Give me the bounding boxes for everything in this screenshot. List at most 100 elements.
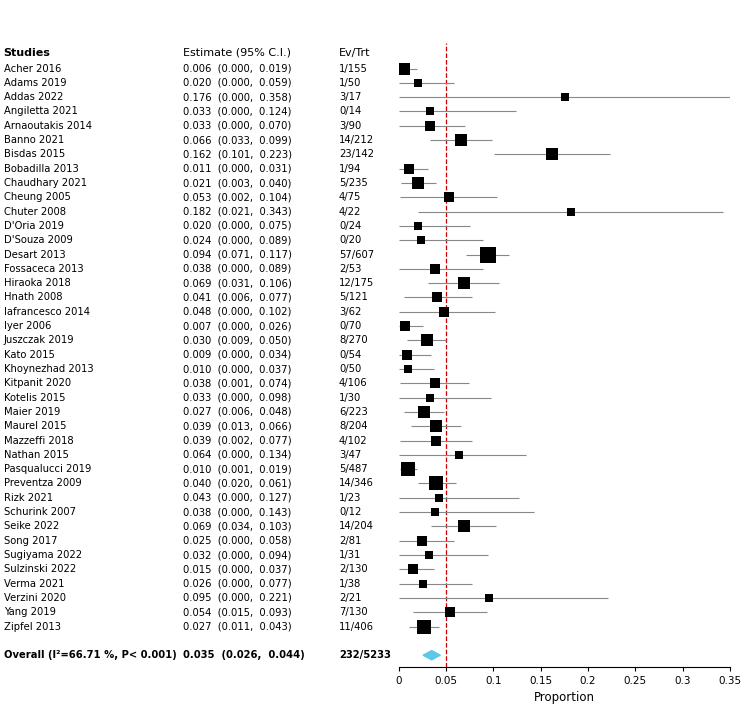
Point: [413, 178, 425, 189]
Point: [430, 421, 442, 432]
Text: Yang 2019: Yang 2019: [4, 607, 56, 617]
Text: 0/70: 0/70: [339, 321, 361, 331]
Point: [565, 206, 577, 217]
Text: 0.064  (0.000,  0.134): 0.064 (0.000, 0.134): [183, 450, 291, 460]
Point: [399, 63, 410, 74]
Text: Iafrancesco 2014: Iafrancesco 2014: [4, 307, 89, 317]
Text: 0.040  (0.020,  0.061): 0.040 (0.020, 0.061): [183, 478, 291, 488]
Text: 3/62: 3/62: [339, 307, 361, 317]
Text: Hiraoka 2018: Hiraoka 2018: [4, 278, 71, 288]
Point: [431, 478, 443, 489]
Text: Adams 2019: Adams 2019: [4, 78, 66, 88]
Text: 0.039  (0.002,  0.077): 0.039 (0.002, 0.077): [183, 436, 291, 446]
Text: Bobadilla 2013: Bobadilla 2013: [4, 164, 78, 174]
Text: 0.015  (0.000,  0.037): 0.015 (0.000, 0.037): [183, 565, 291, 575]
Text: 0.027  (0.011,  0.043): 0.027 (0.011, 0.043): [183, 622, 291, 632]
Point: [546, 149, 558, 160]
Text: 1/38: 1/38: [339, 579, 361, 589]
Text: 4/22: 4/22: [339, 207, 361, 217]
Text: 14/346: 14/346: [339, 478, 374, 488]
Text: 0.054  (0.015,  0.093): 0.054 (0.015, 0.093): [183, 607, 291, 617]
Point: [430, 435, 442, 446]
Text: 0.066  (0.033,  0.099): 0.066 (0.033, 0.099): [183, 135, 291, 145]
Text: 8/204: 8/204: [339, 421, 367, 431]
Point: [428, 263, 440, 275]
Point: [407, 564, 419, 575]
Text: 4/106: 4/106: [339, 379, 367, 389]
Text: Maier 2019: Maier 2019: [4, 407, 60, 417]
Text: Ev/Trt: Ev/Trt: [339, 48, 370, 58]
Text: 0.053  (0.002,  0.104): 0.053 (0.002, 0.104): [183, 193, 291, 202]
Text: 0.182  (0.021,  0.343): 0.182 (0.021, 0.343): [183, 207, 291, 217]
Text: 0.027  (0.006,  0.048): 0.027 (0.006, 0.048): [183, 407, 291, 417]
Point: [402, 364, 414, 375]
Text: Sugiyama 2022: Sugiyama 2022: [4, 550, 82, 560]
Text: 1/23: 1/23: [339, 493, 361, 503]
Text: 0.048  (0.000,  0.102): 0.048 (0.000, 0.102): [183, 307, 291, 317]
Text: Kato 2015: Kato 2015: [4, 349, 54, 360]
Text: 0.011  (0.000,  0.031): 0.011 (0.000, 0.031): [183, 164, 291, 174]
Text: Angiletta 2021: Angiletta 2021: [4, 106, 77, 116]
Text: Addas 2022: Addas 2022: [4, 92, 63, 102]
Point: [424, 392, 436, 404]
Text: Khoynezhad 2013: Khoynezhad 2013: [4, 364, 93, 374]
Text: 0.030  (0.009,  0.050): 0.030 (0.009, 0.050): [183, 335, 291, 345]
Text: 0.038  (0.000,  0.089): 0.038 (0.000, 0.089): [183, 264, 291, 274]
Point: [399, 320, 411, 332]
Text: Bisdas 2015: Bisdas 2015: [4, 150, 65, 160]
Text: 0.035  (0.026,  0.044): 0.035 (0.026, 0.044): [183, 650, 304, 660]
Point: [458, 277, 470, 289]
Point: [483, 593, 495, 604]
Polygon shape: [423, 651, 440, 660]
Text: D'Souza 2009: D'Souza 2009: [4, 235, 72, 245]
Text: 5/121: 5/121: [339, 292, 368, 302]
Text: Verzini 2020: Verzini 2020: [4, 593, 66, 603]
Text: 1/94: 1/94: [339, 164, 361, 174]
Text: 0.094  (0.071,  0.117): 0.094 (0.071, 0.117): [183, 250, 291, 260]
Text: Nathan 2015: Nathan 2015: [4, 450, 69, 460]
Text: 0.038  (0.001,  0.074): 0.038 (0.001, 0.074): [183, 379, 291, 389]
Text: 0/50: 0/50: [339, 364, 361, 374]
Text: Arnaoutakis 2014: Arnaoutakis 2014: [4, 120, 92, 130]
Text: Kitpanit 2020: Kitpanit 2020: [4, 379, 71, 389]
Text: 0.033  (0.000,  0.070): 0.033 (0.000, 0.070): [183, 120, 291, 130]
Text: 0.020  (0.000,  0.059): 0.020 (0.000, 0.059): [183, 78, 291, 88]
Point: [418, 406, 430, 418]
Text: 14/204: 14/204: [339, 521, 374, 531]
Text: 5/235: 5/235: [339, 178, 368, 188]
Text: 2/21: 2/21: [339, 593, 361, 603]
Point: [418, 621, 430, 632]
Point: [458, 520, 470, 532]
Text: 0.162  (0.101,  0.223): 0.162 (0.101, 0.223): [183, 150, 291, 160]
Text: Chaudhary 2021: Chaudhary 2021: [4, 178, 87, 188]
Point: [434, 492, 446, 503]
Point: [438, 306, 450, 317]
Text: Fossaceca 2013: Fossaceca 2013: [4, 264, 83, 274]
Text: 23/142: 23/142: [339, 150, 374, 160]
Text: 57/607: 57/607: [339, 250, 374, 260]
Text: 0.043  (0.000,  0.127): 0.043 (0.000, 0.127): [183, 493, 291, 503]
Text: 2/81: 2/81: [339, 535, 361, 545]
Text: 4/75: 4/75: [339, 193, 361, 202]
Text: Maurel 2015: Maurel 2015: [4, 421, 66, 431]
Text: 0.069  (0.031,  0.106): 0.069 (0.031, 0.106): [183, 278, 291, 288]
Point: [453, 449, 465, 461]
Text: 0.095  (0.000,  0.221): 0.095 (0.000, 0.221): [183, 593, 291, 603]
Text: 0.038  (0.000,  0.143): 0.038 (0.000, 0.143): [183, 507, 291, 517]
Text: Seike 2022: Seike 2022: [4, 521, 59, 531]
Text: 14/212: 14/212: [339, 135, 374, 145]
Text: Pasqualucci 2019: Pasqualucci 2019: [4, 464, 91, 474]
Text: Schurink 2007: Schurink 2007: [4, 507, 76, 517]
Text: 4/102: 4/102: [339, 436, 367, 446]
Text: Sulzinski 2022: Sulzinski 2022: [4, 565, 76, 575]
Text: 0/14: 0/14: [339, 106, 361, 116]
Text: Desart 2013: Desart 2013: [4, 250, 66, 260]
Point: [482, 249, 494, 260]
Point: [403, 163, 415, 175]
Text: 0.025  (0.000,  0.058): 0.025 (0.000, 0.058): [183, 535, 291, 545]
Point: [559, 91, 571, 103]
Point: [411, 77, 423, 88]
Point: [421, 334, 433, 346]
Text: 5/487: 5/487: [339, 464, 367, 474]
Text: 0/20: 0/20: [339, 235, 361, 245]
